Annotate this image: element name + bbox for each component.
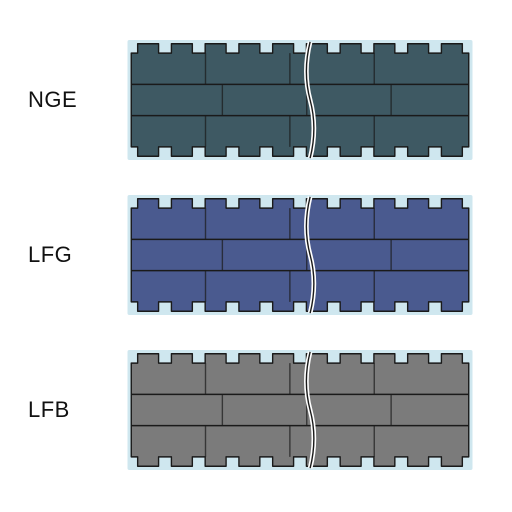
belt-label-nge: NGE <box>0 87 120 113</box>
belt-row-nge: NGE <box>0 40 512 160</box>
belt-row-lfb: LFB <box>0 350 512 470</box>
belt-graphic-nge <box>120 40 480 160</box>
belt-graphic-lfb <box>120 350 480 470</box>
belt-row-lfg: LFG <box>0 195 512 315</box>
belt-label-lfg: LFG <box>0 242 120 268</box>
diagram-wrap: NGE LFG LFB <box>0 0 512 512</box>
belt-label-lfb: LFB <box>0 397 120 423</box>
belt-graphic-lfg <box>120 195 480 315</box>
